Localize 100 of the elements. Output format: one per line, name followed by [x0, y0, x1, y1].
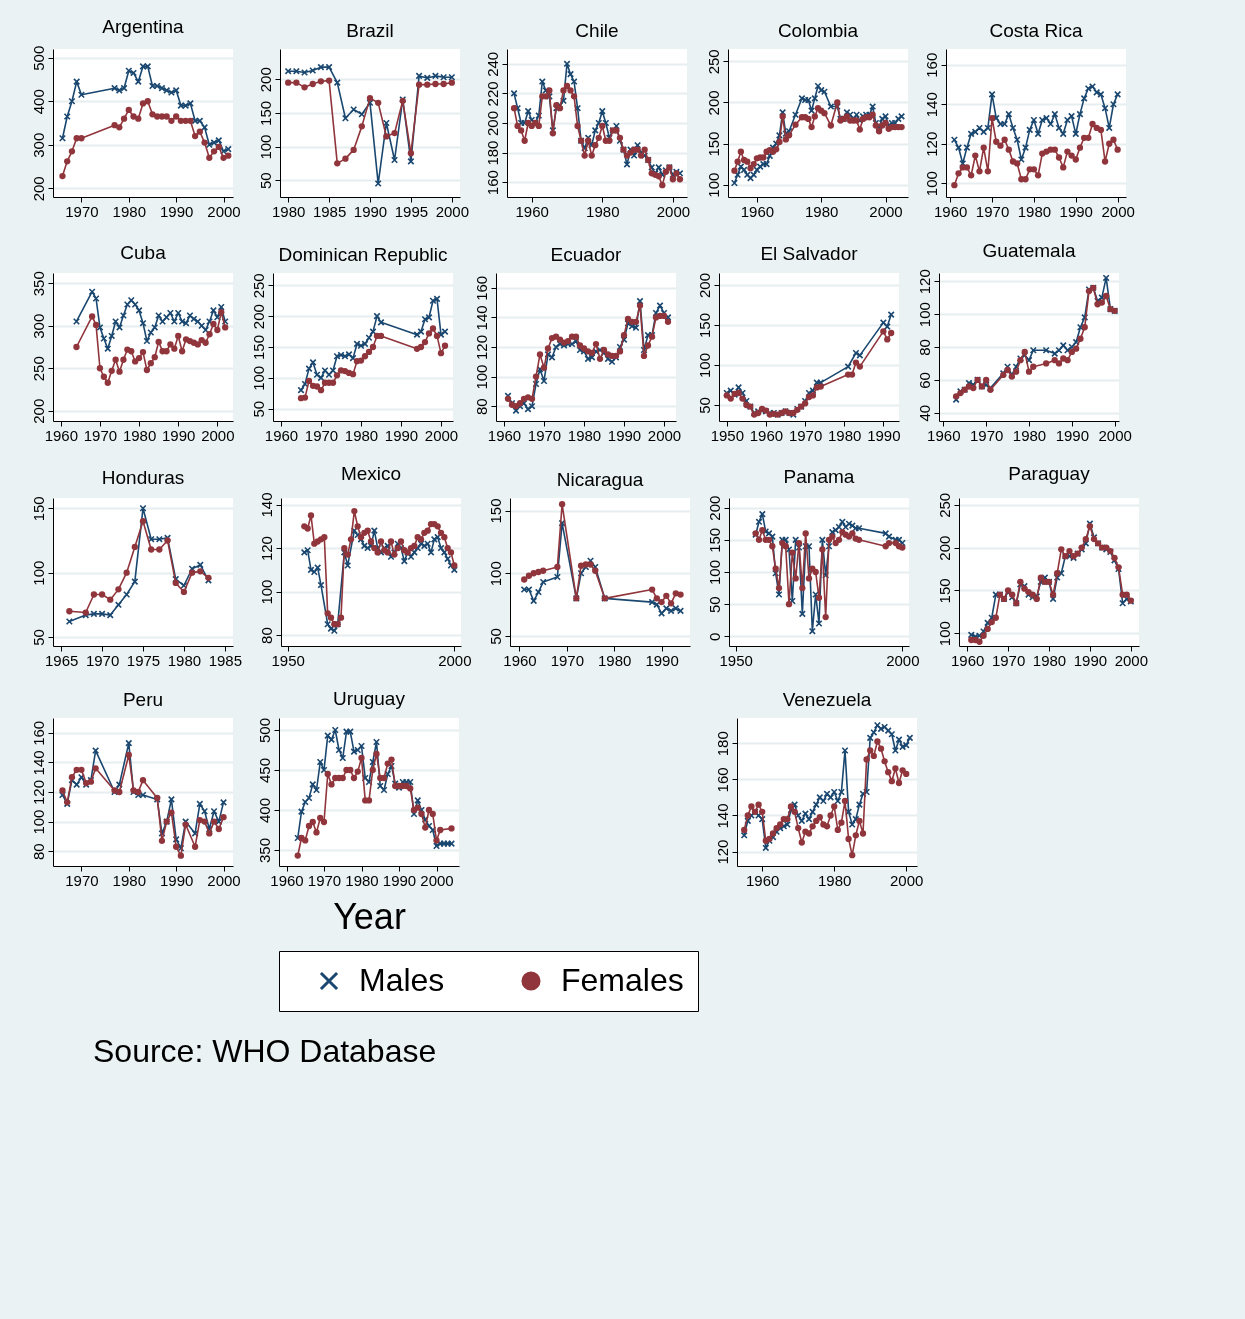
chart-title: Argentina [102, 16, 185, 38]
x-tick-label: 1985 [208, 651, 243, 669]
x-tick-label: 1980 [1012, 426, 1047, 444]
chart-title: Brazil [346, 20, 394, 41]
y-tick-label: 100 [704, 172, 722, 198]
y-tick-label: 200 [695, 272, 713, 299]
x-tick-label: 1990 [1059, 202, 1093, 220]
x-tick-label: 2000 [1101, 202, 1135, 220]
x-tick-label: 1950 [271, 651, 305, 669]
chart-title: Honduras [101, 466, 185, 488]
x-tick-label: 2000 [201, 426, 235, 444]
y-tick-label: 120 [29, 779, 47, 806]
y-tick-label: 100 [472, 364, 490, 390]
x-axis-title: Year [333, 895, 406, 937]
y-tick-label: 50 [256, 172, 274, 190]
y-tick-label: 50 [29, 629, 47, 646]
y-tick-label: 200 [483, 110, 501, 137]
x-tick-label: 1990 [162, 426, 196, 444]
y-tick-label: 120 [472, 334, 490, 361]
y-tick-label: 200 [256, 67, 274, 93]
legend-label: Females [561, 962, 684, 998]
x-tick-label: 1980 [586, 202, 620, 220]
y-tick-label: 100 [935, 621, 953, 647]
y-tick-label: 150 [705, 527, 723, 553]
x-tick-label: 1970 [65, 871, 99, 889]
y-tick-label: 150 [256, 100, 274, 126]
y-tick-label: 300 [29, 313, 47, 339]
y-tick-label: 450 [255, 757, 273, 784]
y-tick-label: 200 [29, 176, 47, 202]
y-tick-label: 180 [483, 140, 501, 166]
x-tick-label: 1970 [991, 651, 1026, 669]
legend-label: Males [359, 962, 445, 998]
y-tick-label: 160 [483, 170, 501, 196]
chart-title: Venezuela [782, 689, 872, 710]
x-tick-label: 2000 [890, 871, 924, 889]
x-tick-label: 2000 [420, 871, 454, 889]
y-tick-label: 80 [915, 339, 933, 356]
source-note: Source: WHO Database [93, 1033, 437, 1069]
x-tick-label: 1980 [122, 426, 157, 444]
x-tick-label: 1960 [746, 871, 780, 889]
x-tick-label: 2000 [656, 202, 691, 220]
y-tick-label: 250 [704, 49, 722, 75]
x-tick-label: 2000 [869, 202, 903, 220]
x-tick-label: 1950 [719, 651, 753, 669]
x-tick-label: 2000 [886, 651, 920, 669]
y-tick-label: 500 [29, 45, 47, 71]
y-tick-label: 140 [713, 803, 731, 829]
y-tick-label: 120 [915, 269, 933, 295]
chart-title: Cuba [120, 241, 167, 263]
x-tick-label: 1980 [805, 202, 839, 220]
chart-title: Guatemala [982, 239, 1076, 261]
x-tick-label: 1970 [85, 651, 120, 669]
y-tick-label: 140 [257, 492, 275, 518]
x-tick-label: 2000 [424, 426, 459, 444]
chart-title: Peru [122, 689, 164, 710]
x-tick-label: 1960 [44, 426, 79, 444]
x-tick-label: 1990 [867, 426, 901, 444]
x-tick-label: 1980 [1032, 651, 1067, 669]
chart-title: Dominican Republic [278, 243, 448, 265]
x-tick-label: 1980 [112, 202, 146, 220]
chart-title: Uruguay [333, 688, 406, 710]
x-tick-label: 1990 [384, 426, 419, 444]
x-tick-label: 1980 [828, 426, 862, 444]
x-tick-label: 1985 [312, 202, 347, 220]
x-tick-label: 1990 [645, 651, 679, 669]
y-tick-label: 100 [249, 365, 267, 391]
x-tick-label: 2000 [435, 202, 470, 220]
x-tick-label: 1970 [304, 426, 339, 444]
y-tick-label: 100 [486, 561, 504, 587]
chart-title: Chile [575, 20, 619, 41]
x-tick-label: 1980 [271, 202, 306, 220]
y-tick-label: 400 [29, 89, 47, 115]
y-tick-label: 120 [713, 839, 731, 865]
x-tick-label: 1990 [353, 202, 388, 220]
y-tick-label: 200 [935, 535, 953, 561]
y-tick-label: 140 [922, 92, 940, 118]
y-tick-label: 150 [486, 498, 504, 524]
chart-title: Colombia [777, 19, 859, 41]
y-tick-label: 250 [29, 356, 47, 382]
y-tick-label: 100 [705, 559, 723, 586]
y-tick-label: 150 [695, 312, 713, 339]
y-tick-label: 400 [255, 797, 273, 824]
x-tick-label: 1980 [567, 426, 602, 444]
y-tick-label: 180 [713, 731, 731, 757]
y-tick-label: 50 [705, 596, 723, 614]
x-tick-label: 1965 [44, 651, 79, 669]
x-tick-label: 1960 [740, 202, 775, 220]
x-tick-label: 1970 [550, 651, 585, 669]
y-tick-label: 40 [915, 404, 933, 422]
y-tick-label: 350 [29, 271, 47, 297]
x-tick-label: 1980 [1017, 202, 1052, 220]
x-tick-label: 2000 [647, 426, 682, 444]
y-tick-label: 50 [695, 397, 713, 414]
y-tick-label: 80 [257, 627, 275, 644]
x-tick-label: 1960 [934, 202, 968, 220]
chart-title: Nicaragua [556, 469, 644, 490]
x-tick-label: 1960 [749, 426, 784, 444]
y-tick-label: 200 [704, 90, 722, 116]
x-tick-label: 1975 [126, 651, 161, 669]
y-tick-label: 140 [29, 750, 47, 776]
